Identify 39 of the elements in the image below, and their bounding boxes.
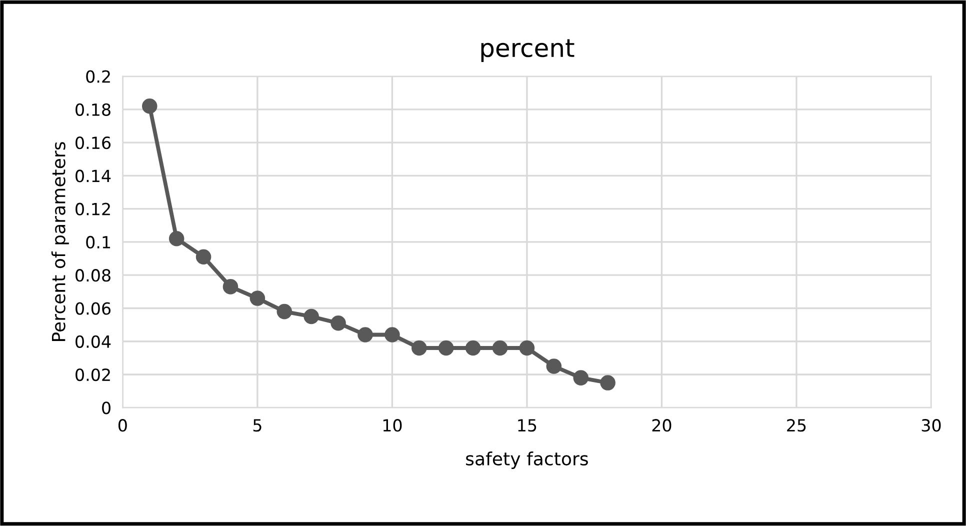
x-tick-label: 20 xyxy=(652,419,672,432)
point xyxy=(222,279,238,294)
x-tick-label: 25 xyxy=(787,419,806,432)
point xyxy=(304,308,319,324)
y-axis-title: Percent of parameters xyxy=(51,142,69,341)
point xyxy=(250,290,266,306)
point xyxy=(546,358,562,374)
y-tick-label: 0.18 xyxy=(76,103,110,116)
y-tick-label: 0.12 xyxy=(76,202,110,216)
x-tick-label: 5 xyxy=(253,419,262,432)
x-tick-label: 15 xyxy=(518,419,536,432)
y-tick-label: 0.04 xyxy=(76,335,111,348)
point xyxy=(330,316,346,331)
x-tick-label: 10 xyxy=(383,419,402,432)
y-tick-label: 0.1 xyxy=(86,236,110,249)
y-tick-label: 0.14 xyxy=(76,170,111,182)
y-tick-label: 0.16 xyxy=(76,136,111,150)
y-tick-label: 0.02 xyxy=(76,368,110,382)
chart-title: percent xyxy=(481,39,574,62)
x-tick-label: 30 xyxy=(922,419,941,432)
point xyxy=(519,340,535,356)
point xyxy=(465,340,481,356)
point xyxy=(276,304,292,320)
point xyxy=(358,327,373,342)
point xyxy=(168,231,184,246)
point xyxy=(438,340,454,356)
point xyxy=(492,340,508,356)
y-tick-label: 0.2 xyxy=(86,70,110,83)
point xyxy=(142,98,158,114)
x-tick-label: 0 xyxy=(118,419,127,432)
x-axis-title: safety factors xyxy=(466,452,588,470)
y-tick-label: 0 xyxy=(102,402,110,414)
point xyxy=(196,249,212,265)
point xyxy=(573,370,588,386)
point xyxy=(412,340,427,356)
y-tick-label: 0.08 xyxy=(76,269,110,282)
point xyxy=(600,375,616,390)
point xyxy=(384,327,400,342)
y-tick-label: 0.06 xyxy=(76,302,111,315)
